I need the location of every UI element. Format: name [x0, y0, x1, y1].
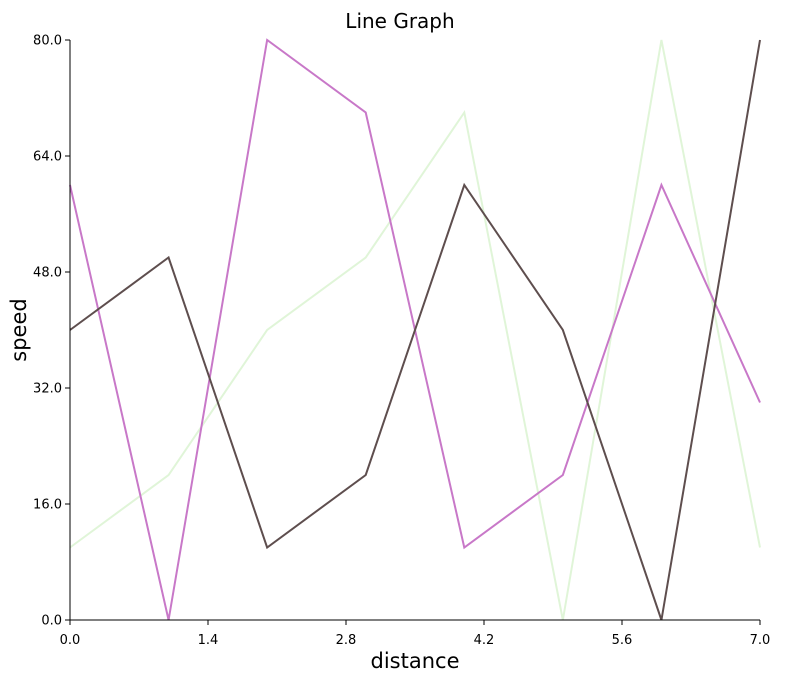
x-tick-label: 7.0: [750, 633, 771, 648]
y-axis-title: speed: [7, 298, 31, 361]
x-tick-label: 0.0: [60, 633, 81, 648]
y-tick-label: 16.0: [33, 498, 62, 513]
y-tick-label: 48.0: [33, 266, 62, 281]
x-tick-label: 1.4: [198, 633, 219, 648]
x-axis-title: distance: [371, 649, 460, 673]
y-tick-label: 32.0: [33, 382, 62, 397]
y-tick-label: 80.0: [33, 34, 62, 49]
chart-title: Line Graph: [345, 9, 454, 33]
x-tick-label: 5.6: [612, 633, 633, 648]
x-tick-label: 2.8: [336, 633, 357, 648]
plot-area: [69, 38, 761, 621]
y-axis-ticks: 0.0 16.0 32.0 48.0 64.0 80.0: [33, 34, 70, 629]
x-axis-ticks: 0.0 1.4 2.8 4.2 5.6 7.0: [60, 620, 771, 648]
y-tick-label: 0.0: [41, 614, 62, 629]
x-tick-label: 4.2: [474, 633, 495, 648]
series-line-3: [69, 39, 761, 621]
y-tick-label: 64.0: [33, 150, 62, 165]
series-line-1: [69, 39, 761, 621]
